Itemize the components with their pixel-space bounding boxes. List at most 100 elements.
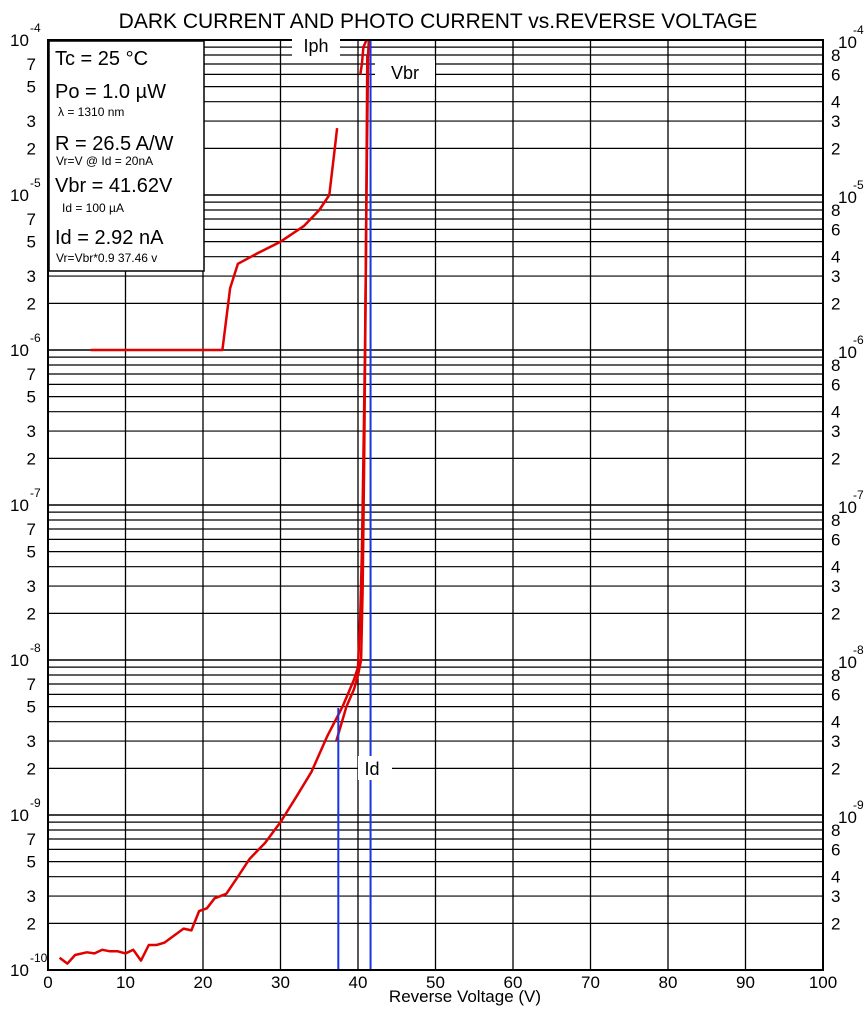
- series-line-trace-3: [359, 39, 368, 75]
- y-minor-label-right: 6: [831, 65, 840, 84]
- y-minor-label-left: 7: [27, 675, 36, 694]
- y-decade-label-left: 10: [10, 651, 29, 670]
- y-decade-exponent-left: -10: [30, 951, 48, 965]
- y-decade-exponent-right: -4: [853, 23, 864, 37]
- y-minor-label-right: 3: [831, 577, 840, 596]
- y-decade-label-right: 10: [838, 188, 857, 207]
- y-minor-label-left: 2: [27, 139, 36, 158]
- y-minor-label-right: 6: [831, 375, 840, 394]
- y-minor-label-left: 3: [27, 887, 36, 906]
- y-decade-exponent-left: -7: [30, 486, 41, 500]
- y-minor-label-left: 5: [27, 388, 36, 407]
- y-minor-label-right: 4: [831, 403, 840, 422]
- y-decade-label-right: 10: [838, 33, 857, 52]
- label-iph-text: Iph: [303, 36, 328, 56]
- y-minor-label-left: 5: [27, 78, 36, 97]
- x-tick-label: 60: [504, 973, 523, 992]
- y-decade-label-right: 10: [838, 343, 857, 362]
- y-decade-exponent-right: -9: [853, 798, 864, 812]
- series-line-iph: [90, 127, 339, 352]
- y-minor-label-right: 2: [831, 604, 840, 623]
- x-tick-label: 10: [116, 973, 135, 992]
- y-minor-label-left: 2: [27, 449, 36, 468]
- label-vbr-bg: [375, 60, 435, 84]
- info-vbr: Vbr = 41.62V: [55, 175, 173, 197]
- info-box: Tc = 25 °C Po = 1.0 µW λ = 1310 nm R = 2…: [48, 40, 205, 272]
- info-tc: Tc = 25 °C: [55, 48, 148, 70]
- label-id: Id: [358, 756, 392, 780]
- y-minor-label-right: 4: [831, 93, 840, 112]
- chart-title: DARK CURRENT AND PHOTO CURRENT vs.REVERS…: [119, 10, 758, 33]
- x-tick-label: 30: [271, 973, 290, 992]
- info-lambda: λ = 1310 nm: [58, 105, 124, 119]
- y-decade-exponent-left: -4: [30, 21, 41, 35]
- x-tick-label: 80: [659, 973, 678, 992]
- vertical-markers: [337, 40, 372, 970]
- y-minor-label-left: 5: [27, 853, 36, 872]
- x-tick-label: 100: [809, 973, 837, 992]
- x-tick-label: 20: [194, 973, 213, 992]
- y-decade-label-left: 10: [10, 496, 29, 515]
- x-tick-label: 50: [426, 973, 445, 992]
- y-minor-label-right: 8: [831, 46, 840, 65]
- y-minor-label-left: 3: [27, 732, 36, 751]
- y-minor-label-left: 7: [27, 830, 36, 849]
- y-minor-label-right: 2: [831, 294, 840, 313]
- info-po: Po = 1.0 µW: [55, 81, 166, 103]
- y-minor-label-right: 2: [831, 139, 840, 158]
- y-minor-label-right: 2: [831, 449, 840, 468]
- y-minor-label-right: 8: [831, 666, 840, 685]
- y-minor-label-left: 3: [27, 267, 36, 286]
- y-decade-label-right: 10: [838, 653, 857, 672]
- y-minor-label-right: 8: [831, 201, 840, 220]
- y-minor-label-left: 2: [27, 604, 36, 623]
- x-axis-label: Reverse Voltage (V): [389, 987, 541, 1006]
- y-minor-label-right: 8: [831, 356, 840, 375]
- y-minor-label-right: 8: [831, 821, 840, 840]
- y-minor-label-right: 3: [831, 422, 840, 441]
- y-minor-label-left: 5: [27, 233, 36, 252]
- y-minor-label-left: 3: [27, 112, 36, 131]
- y-minor-label-right: 6: [831, 840, 840, 859]
- label-id-bg: [358, 756, 392, 780]
- y-minor-label-right: 3: [831, 887, 840, 906]
- y-decade-label-right: 10: [838, 498, 857, 517]
- x-tick-label: 90: [736, 973, 755, 992]
- y-decade-exponent-left: -9: [30, 796, 41, 810]
- y-decade-exponent-left: -6: [30, 331, 41, 345]
- y-minor-label-left: 3: [27, 422, 36, 441]
- y-minor-label-left: 3: [27, 577, 36, 596]
- x-tick-label: 70: [581, 973, 600, 992]
- y-minor-label-right: 4: [831, 248, 840, 267]
- y-minor-label-right: 6: [831, 220, 840, 239]
- y-minor-label-left: 7: [27, 210, 36, 229]
- y-decade-label-left: 10: [10, 341, 29, 360]
- y-decade-exponent-right: -6: [853, 333, 864, 347]
- y-decade-label-left: 10: [10, 186, 29, 205]
- label-iph: Iph: [292, 34, 340, 56]
- y-minor-label-left: 2: [27, 294, 36, 313]
- y-minor-label-right: 6: [831, 530, 840, 549]
- x-tick-label: 40: [349, 973, 368, 992]
- info-r-note: Vr=V @ Id = 20nA: [56, 154, 153, 168]
- y-minor-label-left: 7: [27, 520, 36, 539]
- y-minor-label-left: 2: [27, 914, 36, 933]
- y-minor-label-left: 5: [27, 543, 36, 562]
- y-minor-label-right: 4: [831, 713, 840, 732]
- label-id-text: Id: [364, 759, 379, 779]
- y-minor-label-left: 5: [27, 698, 36, 717]
- y-minor-label-right: 4: [831, 558, 840, 577]
- label-vbr: Vbr: [375, 60, 435, 84]
- y-decade-label-left: 10: [10, 961, 29, 980]
- series-line-trace-2: [335, 54, 369, 742]
- x-tick-label: 0: [43, 973, 52, 992]
- y-minor-label-right: 6: [831, 685, 840, 704]
- y-minor-label-right: 4: [831, 868, 840, 887]
- y-decade-label-right: 10: [838, 808, 857, 827]
- tick-labels: 0 10 20 30 40 50 60 70 80 90 10010-410-410-510-510…: [10, 21, 864, 992]
- y-decade-label-left: 10: [10, 806, 29, 825]
- info-id-note: Vr=Vbr*0.9 37.46 v: [56, 251, 157, 265]
- y-minor-label-left: 2: [27, 759, 36, 778]
- plot-frame: [47, 39, 824, 971]
